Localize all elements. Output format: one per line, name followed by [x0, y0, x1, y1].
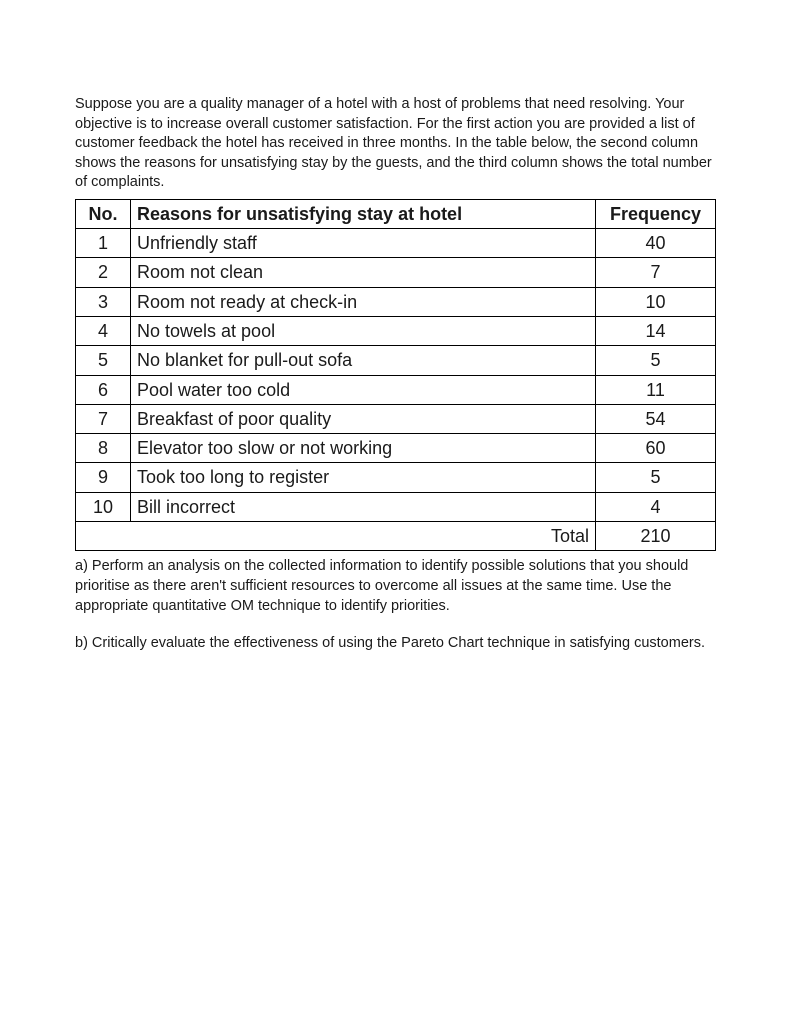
- cell-frequency: 54: [596, 404, 716, 433]
- table-row: 4No towels at pool14: [76, 317, 716, 346]
- cell-no: 1: [76, 229, 131, 258]
- cell-reason: Took too long to register: [131, 463, 596, 492]
- cell-frequency: 14: [596, 317, 716, 346]
- cell-frequency: 4: [596, 492, 716, 521]
- table-row: 2Room not clean7: [76, 258, 716, 287]
- table-row: 8Elevator too slow or not working60: [76, 434, 716, 463]
- cell-no: 3: [76, 287, 131, 316]
- cell-frequency: 40: [596, 229, 716, 258]
- table-row: 3Room not ready at check-in10: [76, 287, 716, 316]
- cell-reason: Bill incorrect: [131, 492, 596, 521]
- table-row: 9Took too long to register5: [76, 463, 716, 492]
- cell-frequency: 5: [596, 463, 716, 492]
- cell-reason: Unfriendly staff: [131, 229, 596, 258]
- header-reason: Reasons for unsatisfying stay at hotel: [131, 199, 596, 228]
- cell-frequency: 10: [596, 287, 716, 316]
- cell-reason: No blanket for pull-out sofa: [131, 346, 596, 375]
- table-total-row: Total210: [76, 522, 716, 551]
- cell-frequency: 60: [596, 434, 716, 463]
- cell-reason: Elevator too slow or not working: [131, 434, 596, 463]
- cell-no: 10: [76, 492, 131, 521]
- cell-no: 2: [76, 258, 131, 287]
- cell-no: 4: [76, 317, 131, 346]
- complaints-table: No. Reasons for unsatisfying stay at hot…: [75, 199, 716, 552]
- cell-frequency: 7: [596, 258, 716, 287]
- cell-frequency: 5: [596, 346, 716, 375]
- cell-reason: No towels at pool: [131, 317, 596, 346]
- total-value: 210: [596, 522, 716, 551]
- cell-reason: Pool water too cold: [131, 375, 596, 404]
- header-no: No.: [76, 199, 131, 228]
- cell-frequency: 11: [596, 375, 716, 404]
- total-label: Total: [76, 522, 596, 551]
- cell-reason: Room not clean: [131, 258, 596, 287]
- cell-no: 6: [76, 375, 131, 404]
- table-header-row: No. Reasons for unsatisfying stay at hot…: [76, 199, 716, 228]
- table-row: 5No blanket for pull-out sofa5: [76, 346, 716, 375]
- table-row: 10Bill incorrect4: [76, 492, 716, 521]
- table-row: 6Pool water too cold11: [76, 375, 716, 404]
- cell-reason: Room not ready at check-in: [131, 287, 596, 316]
- table-row: 1Unfriendly staff40: [76, 229, 716, 258]
- header-frequency: Frequency: [596, 199, 716, 228]
- cell-no: 9: [76, 463, 131, 492]
- cell-reason: Breakfast of poor quality: [131, 404, 596, 433]
- cell-no: 7: [76, 404, 131, 433]
- question-a: a) Perform an analysis on the collected …: [75, 557, 716, 616]
- intro-paragraph: Suppose you are a quality manager of a h…: [75, 95, 716, 193]
- question-b: b) Critically evaluate the effectiveness…: [75, 634, 716, 654]
- cell-no: 5: [76, 346, 131, 375]
- cell-no: 8: [76, 434, 131, 463]
- table-row: 7Breakfast of poor quality54: [76, 404, 716, 433]
